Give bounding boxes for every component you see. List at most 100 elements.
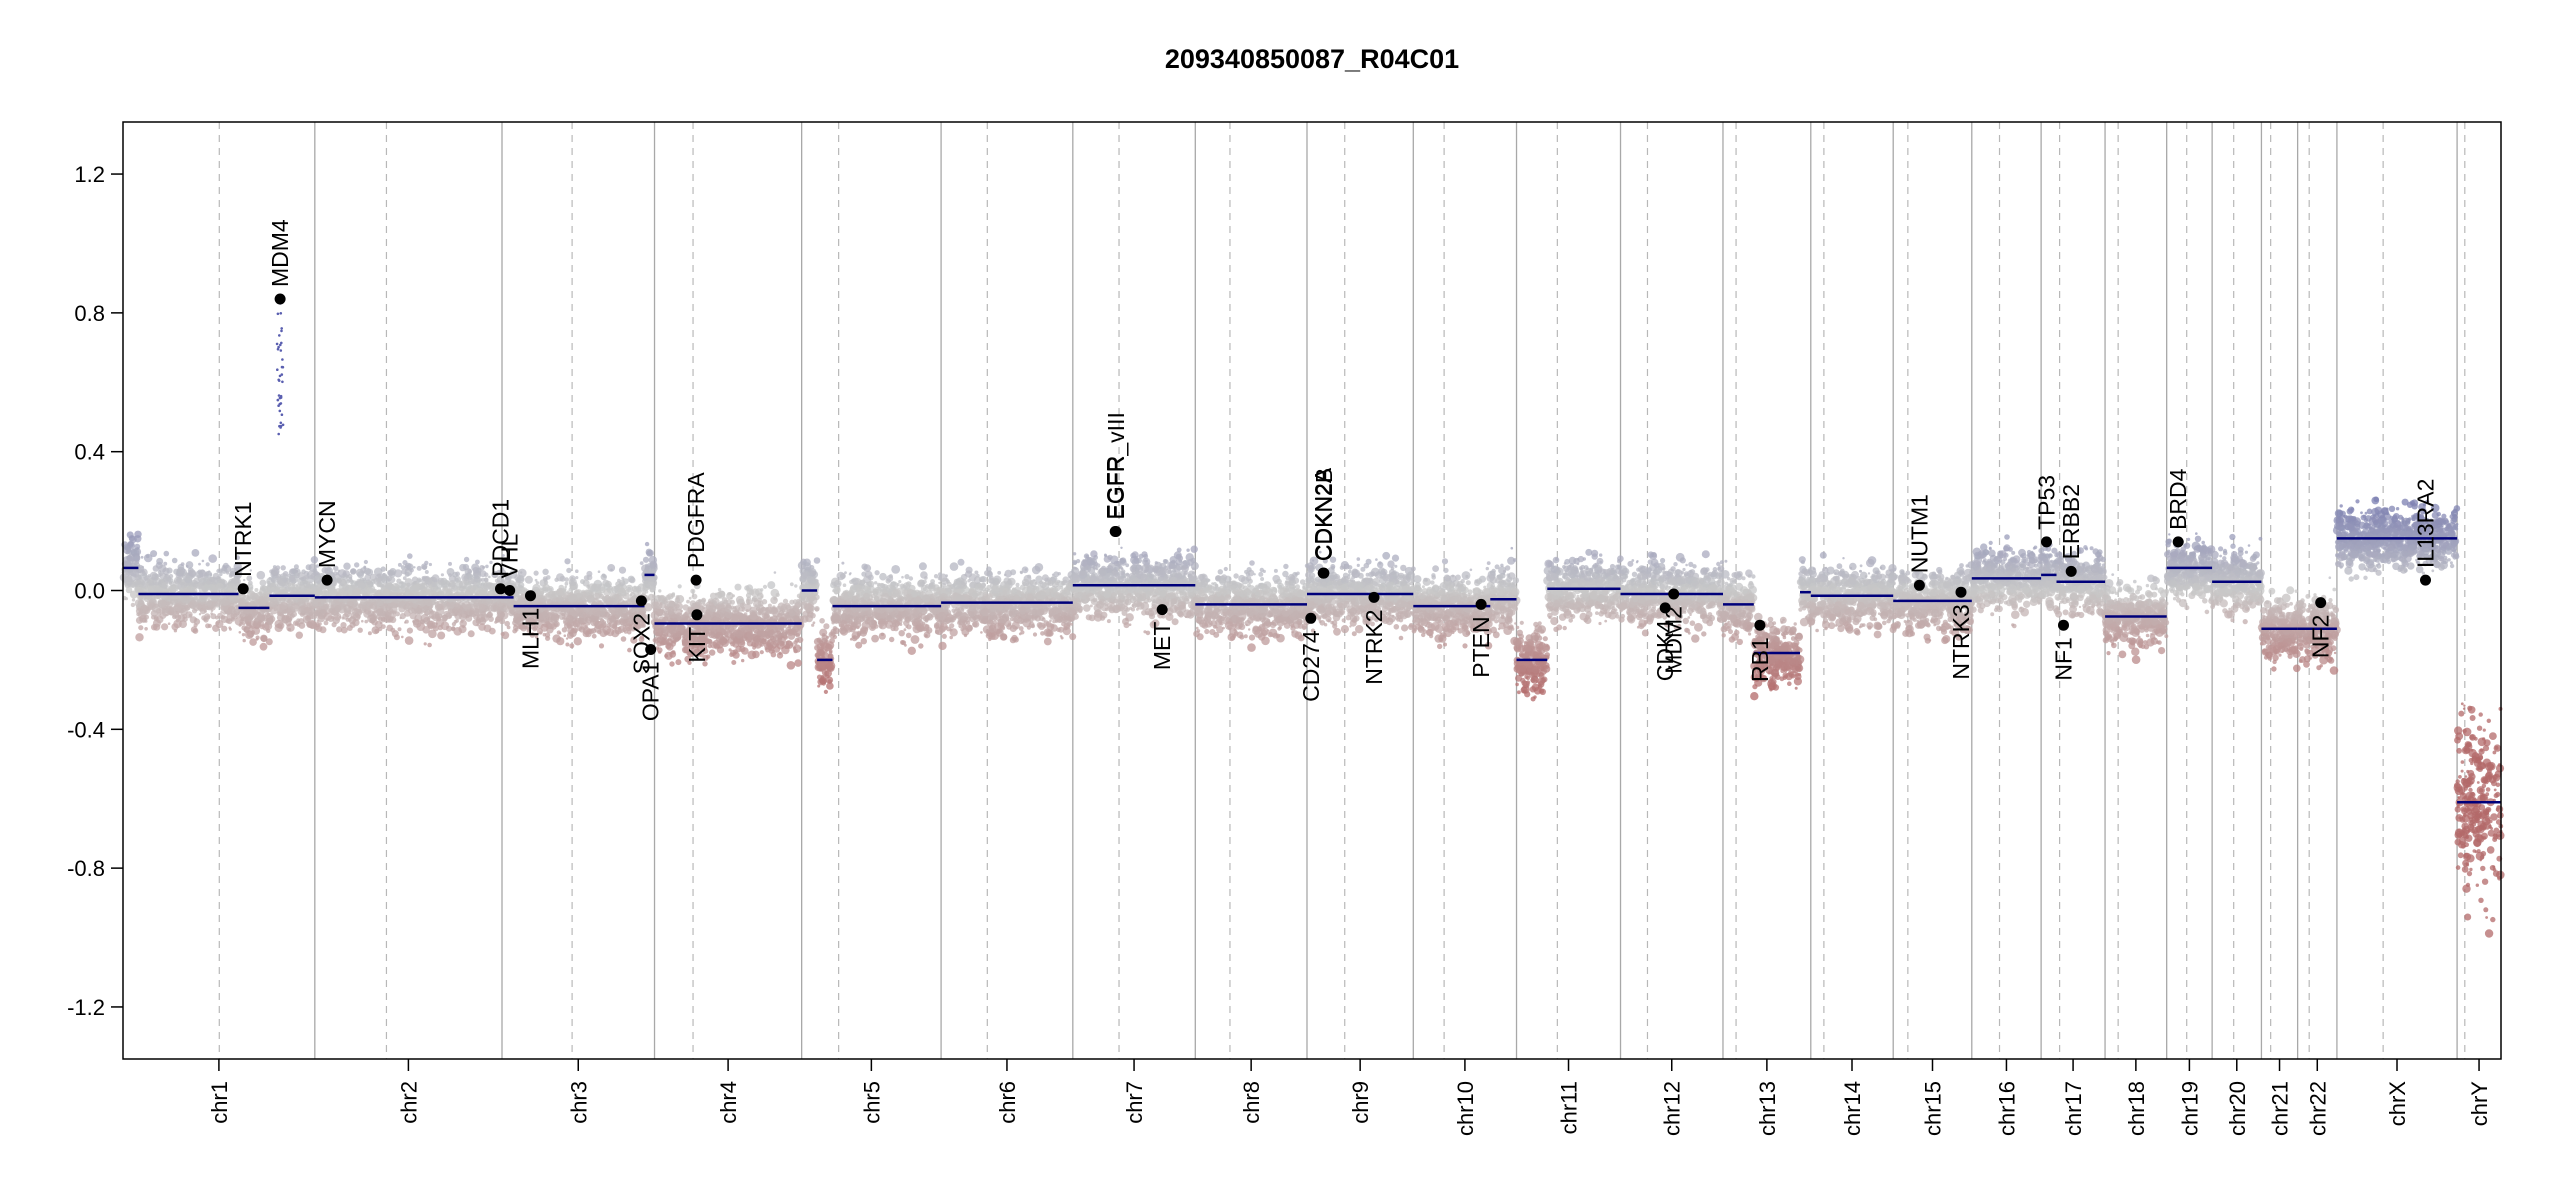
probe-point: [727, 592, 731, 596]
probe-point: [472, 602, 477, 608]
probe-point: [227, 587, 234, 594]
probe-point: [276, 577, 284, 585]
probe-point: [593, 583, 602, 592]
probe-point: [746, 631, 754, 639]
probe-point: [161, 582, 169, 590]
probe-point: [674, 601, 678, 605]
probe-point: [622, 578, 629, 585]
probe-point: [617, 588, 626, 596]
probe-point: [805, 603, 814, 613]
probe-point: [319, 626, 327, 634]
probe-point: [440, 573, 444, 577]
probe-point: [652, 582, 657, 587]
probe-point: [735, 645, 742, 653]
probe-point: [279, 601, 288, 610]
probe-point: [565, 642, 570, 647]
probe-point: [427, 642, 432, 648]
probe-point: [646, 569, 649, 572]
probe-point: [397, 627, 402, 632]
probe-point: [144, 609, 149, 614]
probe-point: [739, 603, 745, 608]
probe-point: [153, 596, 157, 599]
probe-point: [770, 651, 777, 658]
probe-point: [212, 581, 216, 585]
probe-point: [468, 612, 472, 616]
probe-point: [158, 587, 163, 592]
probe-point: [782, 630, 788, 637]
probe-point: [152, 565, 160, 572]
probe-point: [184, 575, 193, 584]
probe-point: [262, 586, 265, 590]
probe-point: [170, 599, 175, 604]
probe-point: [464, 582, 472, 591]
probe-point: [348, 606, 354, 612]
probe-point: [130, 602, 136, 608]
probe-point: [799, 591, 804, 597]
probe-point: [363, 559, 368, 565]
probe-point: [677, 584, 682, 589]
probe-point: [249, 600, 256, 608]
probe-point: [711, 631, 715, 636]
probe-point: [472, 573, 478, 579]
probe-point: [663, 626, 668, 632]
probe-point: [745, 625, 749, 629]
probe-point: [618, 566, 627, 574]
probe-point: [243, 594, 251, 603]
probe-point: [586, 574, 593, 581]
probe-point: [597, 570, 601, 573]
probe-point: [123, 544, 130, 551]
probe-point: [440, 605, 445, 610]
probe-point: [554, 577, 559, 582]
probe-point: [351, 584, 357, 590]
probe-point: [220, 610, 223, 614]
probe-point: [154, 603, 159, 608]
probe-point: [779, 628, 782, 631]
probe-point: [392, 610, 397, 615]
probe-point: [729, 634, 734, 639]
probe-point: [168, 585, 177, 594]
probe-point: [354, 562, 360, 568]
probe-point: [551, 613, 560, 621]
probe-point: [601, 620, 607, 625]
probe-point: [140, 602, 143, 606]
probe-point: [803, 562, 812, 571]
probe-point: [499, 618, 506, 625]
probe-point: [478, 578, 483, 582]
probe-point: [125, 586, 133, 594]
probe-point: [421, 576, 425, 580]
probe-point: [283, 609, 286, 613]
probe-point: [532, 601, 537, 606]
probe-point: [340, 622, 347, 629]
probe-point: [757, 608, 763, 613]
probe-point: [904, 643, 907, 647]
probe-point: [260, 635, 268, 642]
probe-point: [191, 549, 200, 557]
probe-point: [286, 623, 295, 632]
probe-point: [734, 583, 742, 591]
probe-point: [208, 554, 217, 563]
probe-point: [357, 609, 363, 615]
probe-point: [731, 660, 737, 665]
probe-point: [752, 650, 760, 659]
probe-point: [233, 601, 238, 605]
probe-point: [448, 573, 452, 577]
probe-point: [437, 624, 444, 631]
probe-point: [167, 622, 171, 625]
probe-point: [441, 587, 451, 596]
probe-point: [313, 574, 323, 584]
probe-point: [201, 559, 205, 563]
probe-point: [290, 603, 300, 612]
probe-point: [827, 679, 832, 684]
probe-point: [825, 643, 833, 651]
probe-point: [269, 618, 273, 622]
probe-point: [889, 636, 895, 643]
probe-point: [811, 623, 815, 627]
probe-point: [702, 606, 706, 610]
probe-point: [576, 608, 581, 613]
probe-point: [795, 633, 800, 638]
probe-point: [353, 608, 359, 613]
probe-point: [770, 616, 773, 620]
probe-point: [366, 602, 371, 606]
probe-point: [259, 642, 268, 651]
